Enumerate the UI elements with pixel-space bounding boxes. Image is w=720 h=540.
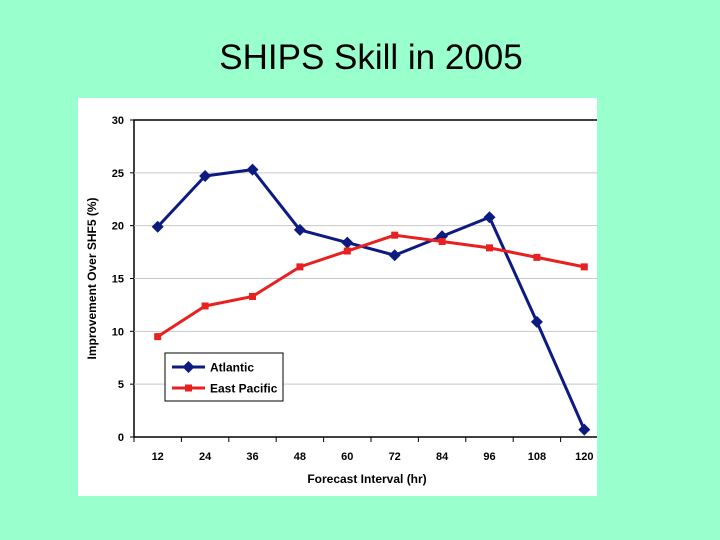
y-tick-label: 10 — [112, 326, 124, 338]
legend-label: Atlantic — [210, 361, 254, 375]
y-tick-label: 30 — [112, 115, 124, 127]
y-tick-label: 20 — [112, 221, 124, 233]
x-tick-label: 48 — [294, 451, 306, 463]
y-tick-label: 15 — [112, 274, 124, 286]
x-axis-title: Forecast Interval (hr) — [307, 472, 426, 486]
x-tick-label: 108 — [528, 451, 546, 463]
data-point-0 — [293, 223, 306, 236]
data-point-0 — [388, 249, 401, 262]
y-tick-label: 5 — [118, 379, 124, 391]
legend-swatch-marker — [185, 384, 192, 392]
y-axis-title: Improvement Over SHF5 (%) — [85, 197, 99, 359]
data-point-1 — [391, 231, 399, 239]
series-line-0 — [156, 168, 586, 431]
data-point-0 — [246, 163, 259, 176]
data-point-1 — [201, 302, 209, 310]
data-point-1 — [438, 238, 446, 246]
data-point-0 — [151, 220, 164, 233]
x-tick-label: 24 — [199, 451, 212, 463]
data-point-0 — [530, 315, 543, 328]
x-tick-label: 36 — [246, 451, 258, 463]
x-tick-label: 12 — [152, 451, 164, 463]
line-chart: 0 5 10 15 20 25 30 12 24 36 48 60 72 84 96 108 120 Foreca… — [85, 115, 609, 486]
x-tick-label: 120 — [575, 451, 593, 463]
x-tick-label: 72 — [389, 451, 401, 463]
y-tick-label: 0 — [118, 432, 124, 444]
data-point-1 — [296, 263, 304, 271]
data-point-1 — [580, 263, 588, 271]
chart-panel: 0 5 10 15 20 25 30 12 24 36 48 60 72 84 96 108 120 Foreca… — [78, 98, 609, 496]
x-tick-label: 84 — [436, 451, 449, 463]
data-point-1 — [486, 244, 493, 252]
data-point-1 — [154, 333, 162, 341]
data-point-0 — [199, 170, 212, 183]
x-tick-label: 96 — [483, 451, 495, 463]
y-tick-label: 25 — [112, 168, 124, 180]
data-point-1 — [533, 253, 541, 261]
data-point-0 — [341, 236, 354, 249]
slide-title: SHIPS Skill in 2005 — [219, 38, 523, 77]
data-point-1 — [249, 292, 256, 300]
data-point-0 — [578, 423, 591, 436]
legend-label: East Pacific — [210, 382, 278, 396]
data-point-1 — [343, 247, 351, 255]
data-point-0 — [483, 211, 496, 224]
series-line-1 — [156, 233, 585, 338]
x-tick-label: 60 — [341, 451, 353, 463]
legend — [164, 352, 284, 402]
legend-swatch-marker — [182, 361, 195, 373]
